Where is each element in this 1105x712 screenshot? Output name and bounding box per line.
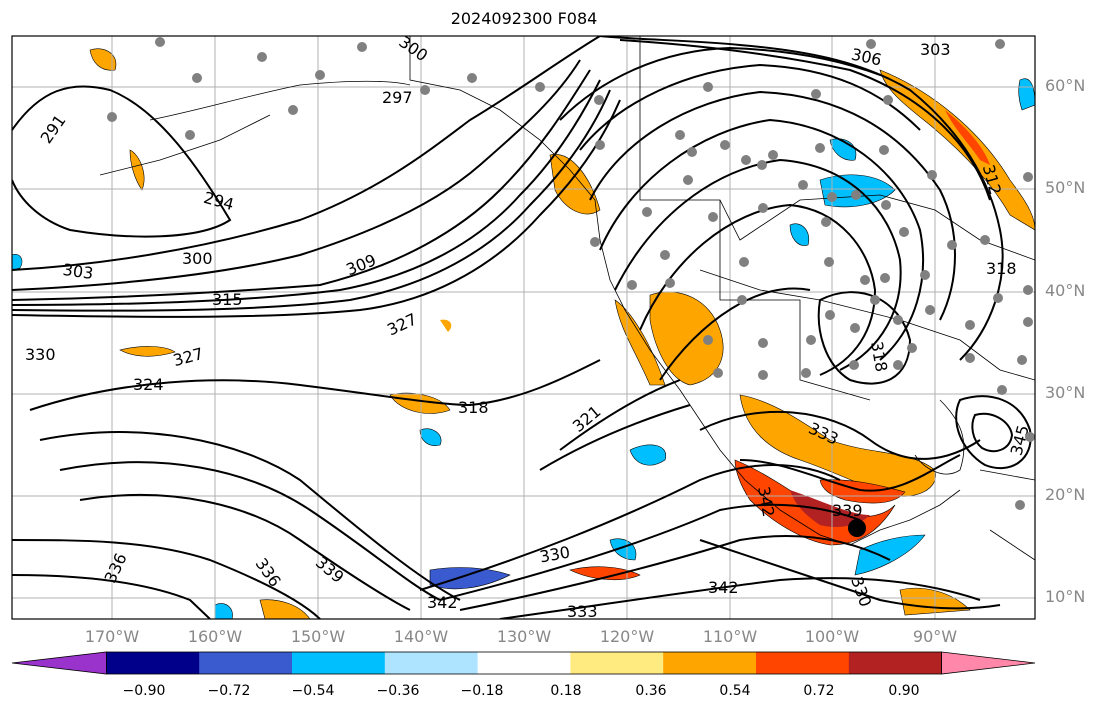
lat-label: 10°N bbox=[1045, 587, 1086, 606]
colorbar-tick-label: 0.90 bbox=[888, 683, 920, 699]
contour-label: 330 bbox=[25, 345, 56, 364]
lon-label: 120°W bbox=[599, 627, 655, 646]
colorbar-segment bbox=[199, 652, 293, 674]
station-markers bbox=[107, 37, 1035, 510]
contour-label: 333 bbox=[567, 602, 598, 621]
lon-label: 110°W bbox=[702, 627, 758, 646]
lat-label: 30°N bbox=[1045, 383, 1086, 402]
contour-label: 339 bbox=[832, 501, 863, 520]
colorbar-segment bbox=[663, 652, 757, 674]
colorbar-segment bbox=[477, 652, 571, 674]
colorbar-segment bbox=[848, 652, 943, 674]
lat-label: 40°N bbox=[1045, 281, 1086, 300]
colorbar-tick-label: −0.36 bbox=[376, 683, 420, 699]
colorbar-segment-max bbox=[941, 651, 1036, 675]
colorbar-segment bbox=[756, 652, 850, 674]
colorbar-segment bbox=[570, 652, 664, 674]
colorbar-tick-label: 0.18 bbox=[550, 683, 582, 699]
storm-center-marker bbox=[848, 519, 866, 537]
lon-label: 140°W bbox=[393, 627, 449, 646]
contour-label: 318 bbox=[458, 398, 489, 417]
contour-label: 342 bbox=[427, 593, 458, 612]
colorbar-tick-label: −0.54 bbox=[291, 683, 335, 699]
lon-label: 100°W bbox=[804, 627, 860, 646]
contour-lines bbox=[12, 36, 1032, 619]
colorbar-tick-label: 0.72 bbox=[803, 683, 835, 699]
colorbar-tick-label: −0.90 bbox=[122, 683, 166, 699]
colorbar-segment bbox=[384, 652, 479, 674]
lon-label: 150°W bbox=[290, 627, 346, 646]
lon-label: 160°W bbox=[187, 627, 243, 646]
contour-label: 324 bbox=[133, 375, 164, 394]
contour-label: 300 bbox=[182, 249, 213, 268]
map-title: 2024092300 F084 bbox=[450, 9, 598, 28]
lat-label: 50°N bbox=[1045, 178, 1086, 197]
map-frame bbox=[11, 35, 1036, 620]
lon-label: 130°W bbox=[496, 627, 552, 646]
colorbar-tick-label: 0.54 bbox=[719, 683, 751, 699]
lat-label: 20°N bbox=[1045, 485, 1086, 504]
colorbar-segment bbox=[292, 652, 386, 674]
lon-label: 90°W bbox=[912, 627, 958, 646]
colorbar-segment-min bbox=[11, 651, 107, 675]
contour-label-group: 291 294 297 300 300 303 303 306 309 315 … bbox=[25, 36, 1033, 621]
graticule bbox=[12, 36, 1035, 619]
colorbar-segment bbox=[106, 652, 200, 674]
colorbar-tick-label: −0.72 bbox=[207, 683, 251, 699]
contour-label: 342 bbox=[708, 578, 739, 597]
contour-label: 318 bbox=[986, 259, 1017, 278]
lon-label: 170°W bbox=[84, 627, 140, 646]
colorbar-tick-label: −0.18 bbox=[460, 683, 504, 699]
contour-label: 315 bbox=[212, 290, 243, 309]
lat-label: 60°N bbox=[1045, 76, 1086, 95]
contour-label: 297 bbox=[382, 88, 413, 107]
contour-label: 303 bbox=[62, 260, 95, 283]
contour-label: 303 bbox=[920, 40, 951, 59]
colorbar-tick-label: 0.36 bbox=[635, 683, 667, 699]
coastlines bbox=[99, 36, 1035, 561]
colorbar bbox=[11, 651, 1036, 675]
colorbar-outline bbox=[106, 651, 943, 675]
